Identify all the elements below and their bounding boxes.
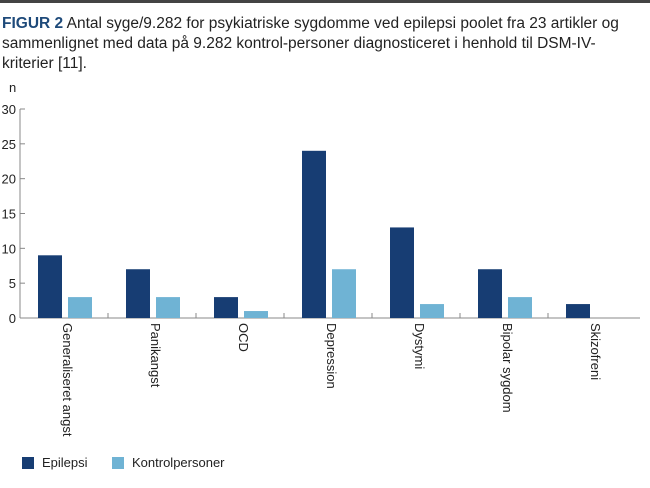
y-tick-label: 20: [2, 172, 16, 187]
bar-kontrolpersoner: [68, 297, 92, 318]
y-tick-label: 15: [2, 207, 16, 222]
y-tick-label: 25: [2, 137, 16, 152]
bar-epilepsi: [390, 227, 414, 318]
legend-swatch: [22, 456, 34, 469]
bar-kontrolpersoner: [332, 269, 356, 318]
legend-label: Kontrolpersoner: [132, 455, 225, 470]
x-tick-label: Panikangst: [148, 323, 163, 388]
bar-epilepsi: [302, 150, 326, 318]
x-tick-label: Depression: [324, 323, 339, 389]
x-tick-label: Skizofreni: [588, 323, 603, 380]
bar-epilepsi: [126, 269, 150, 318]
bar-epilepsi: [478, 269, 502, 318]
y-tick-label: 0: [9, 311, 16, 326]
legend-swatch: [112, 456, 124, 469]
y-tick-label: 10: [2, 241, 16, 256]
figure-label: FIGUR 2: [2, 15, 64, 32]
x-tick-label: OCD: [236, 323, 251, 352]
x-tick-label: Generaliseret angst: [60, 323, 75, 437]
figure-caption: FIGUR 2 Antal syge/9.282 for psykiatrisk…: [2, 14, 642, 74]
bar-kontrolpersoner: [420, 304, 444, 318]
bar-kontrolpersoner: [508, 297, 532, 318]
legend-kontrol: Kontrolpersoner: [112, 455, 225, 470]
top-rule: [0, 0, 650, 3]
y-axis-label: n: [9, 80, 16, 95]
caption-text: Antal syge/9.282 for psykiatriske sygdom…: [2, 15, 619, 72]
y-tick-label: 30: [2, 102, 16, 117]
legend-label: Epilepsi: [42, 455, 88, 470]
bar-kontrolpersoner: [156, 297, 180, 318]
x-tick-label: Dystymi: [412, 323, 427, 369]
bar-epilepsi: [566, 304, 590, 318]
y-tick-label: 5: [9, 276, 16, 291]
bar-epilepsi: [38, 255, 62, 318]
x-tick-label: Bipolar sygdom: [500, 323, 515, 413]
bar-epilepsi: [214, 297, 238, 318]
legend-epilepsi: Epilepsi: [22, 455, 88, 470]
bar-kontrolpersoner: [244, 311, 268, 318]
